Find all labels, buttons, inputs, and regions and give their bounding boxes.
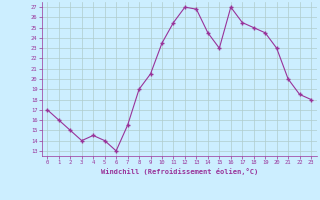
X-axis label: Windchill (Refroidissement éolien,°C): Windchill (Refroidissement éolien,°C) (100, 168, 258, 175)
